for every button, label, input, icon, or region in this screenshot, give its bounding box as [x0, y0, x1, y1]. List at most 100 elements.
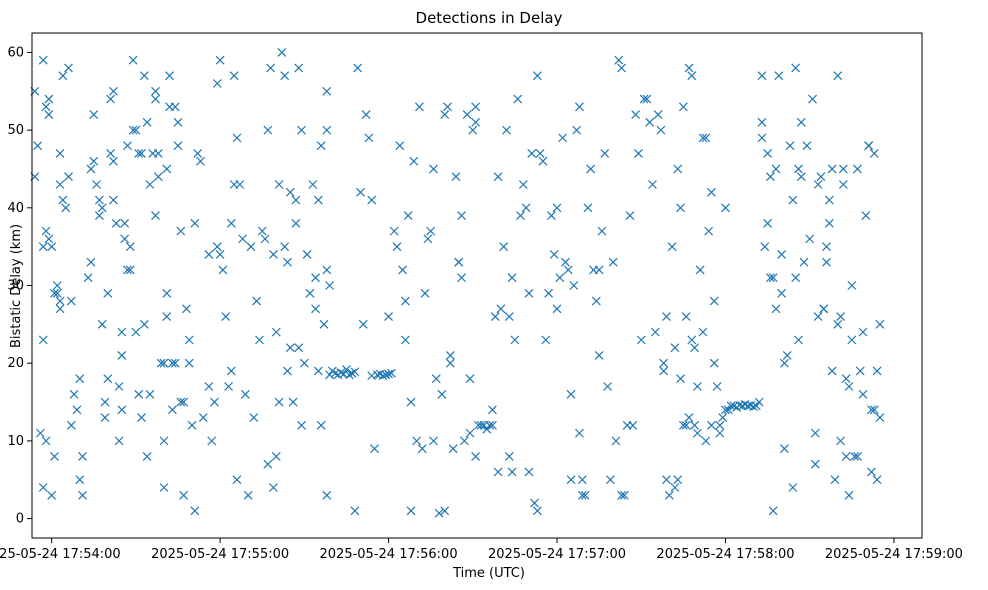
- data-point-0-85: [151, 211, 160, 221]
- data-point-0-450: [875, 413, 885, 423]
- data-point-0-232: [445, 358, 455, 368]
- data-point-0-116: [204, 249, 214, 259]
- data-point-0-430: [841, 374, 851, 384]
- x-tick-label: 2025-05-24 17:57:00: [488, 547, 626, 562]
- data-point-0-67: [125, 242, 135, 252]
- data-point-0-426: [836, 436, 846, 446]
- data-point-0-379: [757, 117, 767, 127]
- data-point-0-117: [204, 382, 214, 391]
- data-point-0-189: [344, 370, 354, 380]
- data-point-0-397: [788, 195, 798, 205]
- data-point-0-245: [471, 117, 481, 127]
- data-point-0-388: [771, 164, 781, 174]
- data-point-0-158: [285, 343, 295, 353]
- data-point-0-262: [504, 451, 514, 461]
- data-point-0-192: [350, 506, 360, 516]
- data-point-0-400: [791, 273, 801, 283]
- data-point-0-438: [855, 366, 865, 376]
- data-point-0-176: [319, 319, 329, 329]
- data-point-0-5: [44, 110, 54, 120]
- data-point-0-210: [395, 141, 405, 151]
- data-point-0-355: [704, 226, 714, 236]
- data-point-0-427: [838, 164, 848, 174]
- data-point-0-375: [749, 402, 758, 412]
- data-point-0-43: [94, 195, 104, 205]
- data-point-0-41: [89, 110, 99, 120]
- data-point-0-13: [38, 483, 48, 492]
- data-point-0-434: [847, 335, 857, 345]
- data-point-0-97: [167, 358, 177, 368]
- data-point-0-441: [861, 211, 871, 221]
- data-point-0-196: [361, 110, 371, 120]
- data-point-0-101: [173, 141, 183, 151]
- data-point-0-300: [591, 296, 601, 306]
- data-point-0-255: [490, 312, 500, 322]
- y-tick-label: 30: [7, 279, 24, 294]
- data-point-0-36: [78, 451, 87, 461]
- data-point-0-347: [690, 420, 700, 430]
- data-point-0-171: [311, 304, 320, 314]
- data-point-0-359: [709, 296, 719, 306]
- data-point-0-335: [673, 164, 683, 174]
- data-point-0-252: [485, 420, 495, 430]
- data-point-0-419: [824, 195, 834, 205]
- data-point-0-405: [799, 257, 809, 267]
- data-point-0-246: [471, 102, 481, 112]
- data-point-0-135: [240, 389, 250, 399]
- data-point-0-225: [429, 436, 438, 446]
- data-point-0-413: [816, 172, 826, 182]
- data-point-0-292: [575, 102, 584, 112]
- data-point-0-238: [457, 211, 466, 221]
- data-point-0-287: [563, 265, 573, 275]
- data-point-0-159: [288, 397, 298, 407]
- data-point-0-276: [535, 148, 545, 158]
- data-point-0-271: [524, 467, 534, 477]
- data-point-0-167: [302, 249, 312, 259]
- data-point-0-327: [659, 366, 669, 376]
- data-point-0-278: [541, 335, 551, 345]
- data-point-0-100: [170, 358, 180, 368]
- data-point-0-219: [415, 102, 424, 112]
- data-point-0-127: [226, 366, 236, 376]
- data-point-0-399: [791, 63, 801, 73]
- data-point-0-357: [707, 187, 716, 197]
- data-point-0-125: [221, 312, 231, 322]
- data-point-0-424: [833, 319, 843, 329]
- data-point-0-365: [721, 405, 730, 415]
- data-point-0-282: [552, 203, 562, 213]
- data-point-0-136: [243, 490, 253, 500]
- data-point-0-62: [120, 234, 130, 244]
- data-point-0-211: [398, 265, 408, 275]
- data-point-0-267: [516, 211, 525, 221]
- data-point-0-389: [771, 304, 781, 314]
- data-point-0-110: [187, 420, 197, 430]
- data-point-0-108: [184, 358, 194, 368]
- data-point-0-80: [145, 389, 155, 399]
- data-point-0-394: [780, 444, 789, 454]
- data-point-0-8: [41, 226, 51, 236]
- data-point-0-193: [353, 63, 363, 73]
- data-point-0-256: [493, 172, 503, 182]
- data-point-0-191: [350, 367, 360, 377]
- data-point-0-141: [257, 226, 267, 236]
- data-point-0-38: [86, 257, 96, 267]
- data-point-0-328: [662, 312, 671, 322]
- data-point-0-352: [698, 133, 708, 143]
- data-point-0-64: [123, 141, 132, 151]
- data-point-0-280: [546, 211, 556, 221]
- data-point-0-20: [55, 296, 65, 306]
- data-point-0-446: [869, 148, 879, 158]
- data-point-0-147: [269, 483, 278, 492]
- data-point-0-68: [128, 55, 138, 65]
- data-point-0-283: [552, 304, 562, 314]
- data-point-0-222: [423, 234, 433, 244]
- data-point-0-320: [642, 94, 652, 104]
- data-point-0-52: [106, 94, 116, 104]
- data-point-0-28: [64, 63, 73, 73]
- data-point-0-156: [283, 366, 292, 376]
- data-point-0-76: [139, 71, 149, 81]
- data-point-0-55: [108, 195, 118, 205]
- data-point-0-160: [291, 218, 301, 228]
- data-point-0-91: [159, 483, 169, 492]
- data-point-0-324: [653, 110, 663, 120]
